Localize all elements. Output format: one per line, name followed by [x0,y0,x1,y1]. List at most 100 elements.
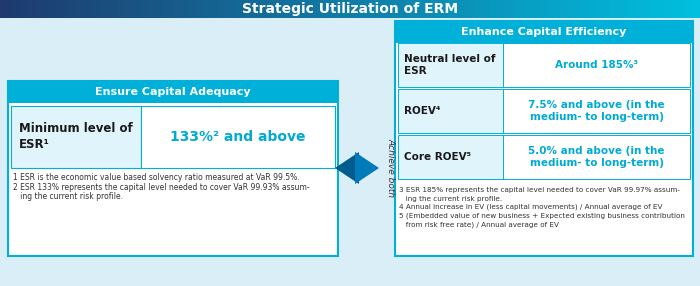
Bar [231,0,239,18]
Bar [406,0,414,18]
Bar [98,0,106,18]
Bar [665,0,673,18]
Bar [329,0,337,18]
Text: Neutral level of
ESR: Neutral level of ESR [404,54,496,76]
Bar [399,0,407,18]
Text: Strategic Utilization of ERM: Strategic Utilization of ERM [242,2,458,16]
FancyBboxPatch shape [503,89,690,133]
Bar [119,0,127,18]
Bar [350,0,358,18]
Text: Core ROEV⁵: Core ROEV⁵ [404,152,471,162]
Text: Enhance Capital Efficiency: Enhance Capital Efficiency [461,27,626,37]
Bar [371,0,379,18]
Bar [161,0,169,18]
Polygon shape [355,152,379,184]
Bar [686,0,694,18]
Bar [504,0,512,18]
Bar [203,0,211,18]
Bar [280,0,288,18]
Bar [133,0,141,18]
Bar [609,0,617,18]
Bar [336,0,344,18]
Text: Minimum level of
ESR¹: Minimum level of ESR¹ [19,122,133,152]
Bar [378,0,386,18]
FancyBboxPatch shape [395,21,693,43]
FancyBboxPatch shape [8,81,338,256]
Bar [154,0,162,18]
Bar [105,0,113,18]
Bar [140,0,148,18]
Bar [553,0,561,18]
Bar [189,0,197,18]
Text: ing the current risk profile.: ing the current risk profile. [13,192,123,201]
Bar [84,0,92,18]
Bar [224,0,232,18]
Bar [525,0,533,18]
Bar [266,0,274,18]
Bar [42,0,50,18]
Polygon shape [335,152,359,184]
Bar [441,0,449,18]
Bar [511,0,519,18]
Bar [483,0,491,18]
Bar [0,0,8,18]
FancyBboxPatch shape [395,21,693,256]
Bar [651,0,659,18]
Bar [560,0,568,18]
Bar [448,0,456,18]
Bar [126,0,134,18]
Bar [245,0,253,18]
Text: Around 185%³: Around 185%³ [555,60,638,70]
FancyBboxPatch shape [503,43,690,87]
Bar [147,0,155,18]
Bar [28,0,36,18]
Bar [539,0,547,18]
Bar [210,0,218,18]
Bar [77,0,85,18]
FancyBboxPatch shape [11,106,141,168]
Bar [693,0,700,18]
FancyBboxPatch shape [141,106,335,168]
Bar [315,0,323,18]
Bar [518,0,526,18]
Bar [357,0,365,18]
Bar [49,0,57,18]
Bar [455,0,463,18]
Bar [70,0,78,18]
Bar [364,0,372,18]
Bar [343,0,351,18]
Bar [196,0,204,18]
Bar [623,0,631,18]
Bar [273,0,281,18]
Bar [574,0,582,18]
Bar [413,0,421,18]
Bar [322,0,330,18]
Text: 4 Annual increase in EV (less capital movements) / Annual average of EV: 4 Annual increase in EV (less capital mo… [399,204,662,210]
Bar [301,0,309,18]
Bar [672,0,680,18]
Bar [63,0,71,18]
Bar [476,0,484,18]
Bar [259,0,267,18]
Text: 133%² and above: 133%² and above [170,130,306,144]
Text: Ensure Capital Adequacy: Ensure Capital Adequacy [95,87,251,97]
Bar [308,0,316,18]
Text: from risk free rate) / Annual average of EV: from risk free rate) / Annual average of… [399,221,559,227]
FancyBboxPatch shape [398,43,503,87]
FancyBboxPatch shape [398,135,503,179]
Bar [14,0,22,18]
Bar [385,0,393,18]
FancyBboxPatch shape [8,81,338,103]
Bar [595,0,603,18]
Bar [182,0,190,18]
Bar [679,0,687,18]
Text: ROEV⁴: ROEV⁴ [404,106,440,116]
Bar [532,0,540,18]
Bar [168,0,176,18]
Text: 1 ESR is the economic value based solvency ratio measured at VaR 99.5%.: 1 ESR is the economic value based solven… [13,173,300,182]
Bar [420,0,428,18]
FancyBboxPatch shape [503,135,690,179]
Bar [217,0,225,18]
Bar [490,0,498,18]
Bar [644,0,652,18]
